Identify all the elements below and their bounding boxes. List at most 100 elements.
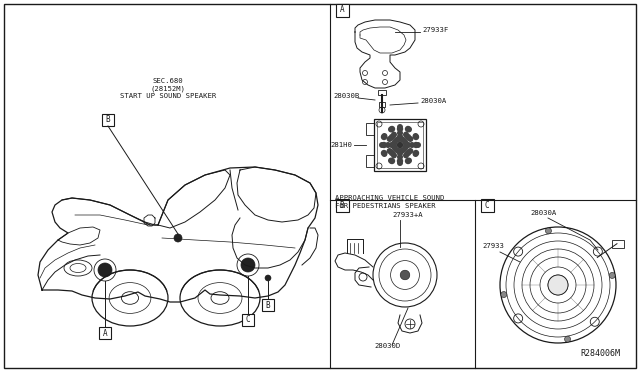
Circle shape [413,151,419,157]
Circle shape [385,142,391,148]
Circle shape [545,228,552,234]
Text: B: B [106,115,110,125]
Circle shape [406,158,412,164]
Circle shape [413,150,419,156]
Text: B: B [266,301,270,310]
Circle shape [400,147,406,153]
Circle shape [397,160,403,166]
Circle shape [388,126,394,132]
Circle shape [389,134,396,140]
Circle shape [389,158,396,164]
Text: C: C [484,201,490,209]
Circle shape [381,150,387,156]
Circle shape [241,258,255,272]
Bar [242,314,254,326]
Text: 28030B: 28030B [333,93,359,99]
Circle shape [381,133,387,139]
Circle shape [548,275,568,295]
Text: 27933+A: 27933+A [392,212,422,218]
Text: 27933: 27933 [482,243,504,249]
Circle shape [408,148,413,154]
Text: C: C [246,315,250,324]
Bar [612,240,624,248]
Text: APPROACHING VEHICLE SOUND
FOR PEDESTRIANS SPEAKER: APPROACHING VEHICLE SOUND FOR PEDESTRIAN… [335,195,444,209]
Circle shape [397,142,403,148]
Circle shape [397,130,403,136]
Circle shape [98,263,112,277]
Text: R284006M: R284006M [580,349,620,358]
Circle shape [400,137,406,143]
Text: 28030D: 28030D [374,343,400,349]
Circle shape [403,142,409,148]
Circle shape [402,145,408,151]
Circle shape [392,139,398,145]
Circle shape [389,150,396,156]
Circle shape [379,142,385,148]
Circle shape [391,153,397,158]
Circle shape [392,145,398,151]
Circle shape [397,134,403,140]
Circle shape [403,132,409,138]
Bar [378,90,386,95]
Circle shape [397,126,403,132]
Circle shape [394,137,400,143]
Circle shape [405,142,412,148]
Circle shape [409,142,415,148]
Bar [335,199,349,212]
Circle shape [387,148,392,154]
Circle shape [389,142,396,148]
Circle shape [405,158,412,164]
Text: 28030A: 28030A [420,98,446,104]
Circle shape [413,134,419,140]
Circle shape [405,126,412,132]
Circle shape [413,142,419,148]
Bar [379,102,385,107]
Circle shape [564,336,570,342]
Circle shape [415,142,421,148]
Circle shape [405,134,412,140]
Bar [374,119,426,171]
Circle shape [406,126,412,132]
Circle shape [397,124,403,130]
Circle shape [405,150,412,156]
Circle shape [408,136,413,142]
Circle shape [391,142,397,148]
Circle shape [381,134,387,140]
Circle shape [397,142,403,148]
Text: B: B [340,201,344,209]
Circle shape [387,136,392,142]
Circle shape [381,142,387,148]
Bar [366,123,374,135]
Circle shape [400,270,410,280]
Circle shape [389,126,396,132]
Circle shape [397,154,403,160]
Bar [335,3,349,16]
Text: SEC.680
(28152M)
START UP SOUND SPEAKER: SEC.680 (28152M) START UP SOUND SPEAKER [120,78,216,99]
Bar [481,199,493,212]
Text: A: A [340,6,344,15]
Circle shape [397,148,403,154]
Circle shape [405,319,415,329]
Circle shape [174,234,182,242]
Circle shape [359,273,367,281]
Circle shape [391,132,397,138]
Text: 27933F: 27933F [422,27,448,33]
Circle shape [403,153,409,158]
Circle shape [501,292,507,298]
Circle shape [397,158,403,164]
Bar [262,299,274,311]
Circle shape [609,272,615,279]
Circle shape [397,150,403,156]
Text: A: A [102,328,108,337]
Circle shape [397,136,403,142]
Circle shape [381,151,387,157]
Bar [377,122,423,168]
Circle shape [402,139,408,145]
Circle shape [413,133,419,139]
Circle shape [265,275,271,281]
Circle shape [394,147,400,153]
Bar [102,114,114,126]
Bar [366,155,374,167]
Bar [99,327,111,339]
Text: 28030A: 28030A [530,210,556,216]
